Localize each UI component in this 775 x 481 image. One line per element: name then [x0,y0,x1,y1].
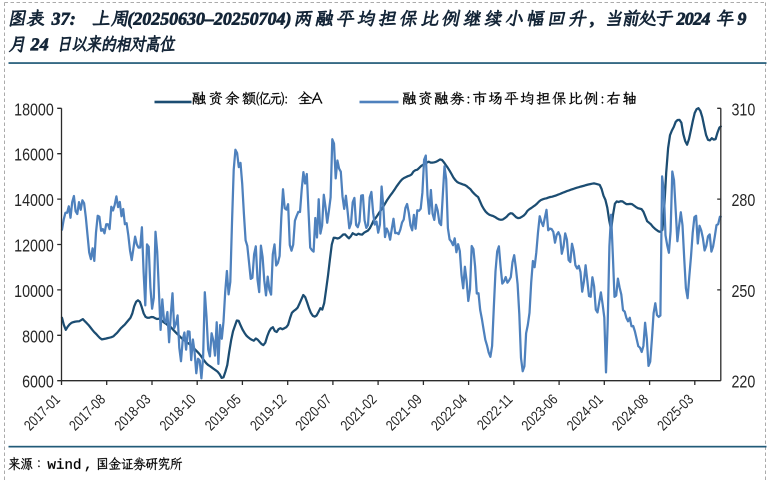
svg-text:220: 220 [732,373,756,392]
svg-text:18000: 18000 [14,101,54,120]
svg-text:14000: 14000 [14,192,54,211]
svg-text:250: 250 [732,283,756,302]
svg-text:310: 310 [732,101,756,120]
svg-text:10000: 10000 [14,283,54,302]
svg-text:16000: 16000 [14,146,54,165]
svg-text:6000: 6000 [22,373,54,392]
svg-text:280: 280 [732,192,756,211]
svg-text:12000: 12000 [14,237,54,256]
svg-text:8000: 8000 [22,328,54,347]
